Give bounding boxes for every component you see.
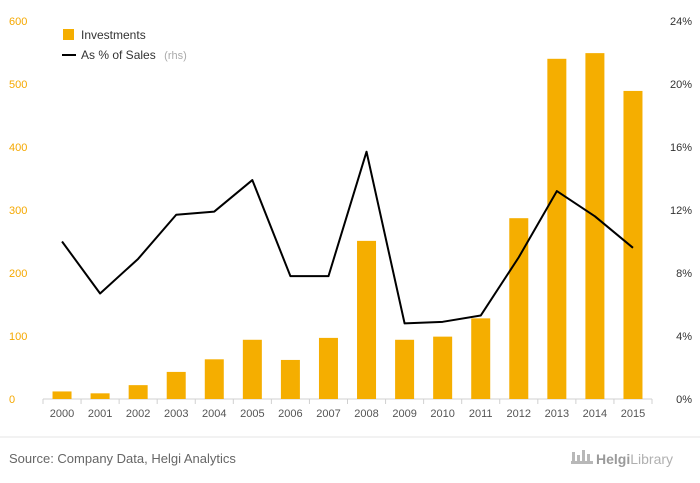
x-tick-label: 2006	[278, 408, 302, 420]
right-axis-ticks: 0% 4% 8% 12% 16% 20% 24%	[670, 16, 692, 406]
bar	[395, 339, 415, 399]
bar	[52, 391, 72, 399]
source-text: Source: Company Data, Helgi Analytics	[9, 451, 236, 466]
left-tick-label: 200	[9, 268, 27, 280]
bar	[357, 240, 377, 399]
helgi-library-logo: HelgiLibrary	[571, 450, 673, 467]
bar	[242, 339, 262, 399]
left-tick-label: 400	[9, 142, 27, 154]
line-series	[61, 150, 634, 325]
bar	[471, 318, 491, 399]
x-tick-label: 2008	[354, 408, 378, 420]
left-axis-ticks: 0 100 200 300 400 500 600	[9, 16, 27, 406]
x-tick-label: 2005	[240, 408, 264, 420]
x-tick-label: 2001	[88, 408, 112, 420]
left-tick-label: 0	[9, 394, 15, 406]
x-tick-label: 2002	[126, 408, 150, 420]
bar	[166, 371, 186, 399]
right-tick-label: 16%	[670, 142, 692, 154]
logo-suffix: Library	[630, 451, 673, 467]
x-tick-label: 2011	[469, 408, 493, 420]
legend-label-sales-text: As % of Sales	[81, 48, 156, 62]
x-tick-label: 2007	[316, 408, 340, 420]
bar-series	[52, 53, 643, 400]
left-tick-label: 600	[9, 16, 27, 28]
right-tick-label: 8%	[676, 268, 692, 280]
x-tick-label: 2004	[202, 408, 226, 420]
legend: Investments As % of Sales (rhs)	[62, 28, 187, 63]
legend-swatch-investments	[63, 29, 74, 40]
bar	[90, 393, 110, 399]
left-tick-label: 500	[9, 79, 27, 91]
right-tick-label: 24%	[670, 16, 692, 28]
right-tick-label: 12%	[670, 205, 692, 217]
legend-label-sales: As % of Sales (rhs)	[81, 46, 187, 63]
x-tick-label: 2013	[545, 408, 569, 420]
right-tick-label: 0%	[676, 394, 692, 406]
x-tick-label: 2015	[621, 408, 645, 420]
right-tick-label: 4%	[676, 331, 692, 343]
left-tick-label: 100	[9, 331, 27, 343]
x-tick-label: 2012	[507, 408, 531, 420]
legend-label-sales-suffix: (rhs)	[164, 50, 187, 62]
bar	[204, 359, 224, 399]
library-building-icon	[571, 450, 593, 464]
x-tick-label: 2000	[50, 408, 74, 420]
left-tick-label: 300	[9, 205, 27, 217]
legend-label-investments: Investments	[81, 28, 146, 42]
x-tick-label: 2010	[430, 408, 454, 420]
x-tick-label: 2009	[392, 408, 416, 420]
x-tick-label: 2014	[583, 408, 607, 420]
bar	[280, 359, 300, 399]
bar	[433, 336, 453, 399]
bar	[585, 53, 605, 399]
bar	[318, 337, 338, 399]
x-tick-label: 2003	[164, 408, 188, 420]
sales-ratio-line	[61, 150, 634, 325]
bar	[128, 385, 148, 399]
logo-wordmark: HelgiLibrary	[596, 451, 673, 467]
bar	[623, 90, 643, 400]
logo-prefix: Helgi	[596, 451, 630, 467]
bar	[547, 58, 567, 400]
x-axis-ticks: 2000 2001 2002 2003 2004 2005 2006 2007 2008 2009…	[42, 399, 653, 420]
right-tick-label: 20%	[670, 79, 692, 91]
